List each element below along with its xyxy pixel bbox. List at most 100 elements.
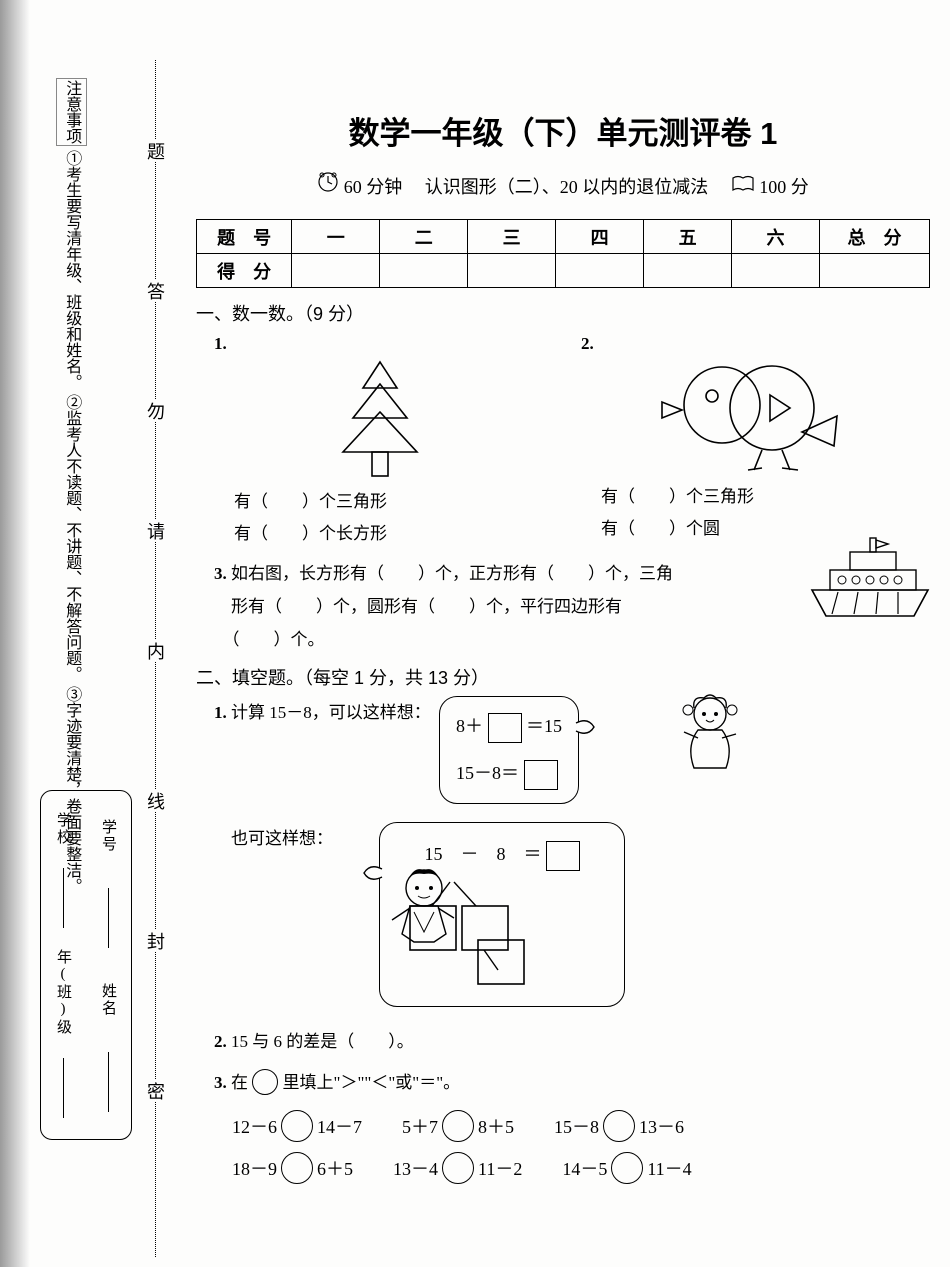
subtitle: 60 分钟 认识图形（二）、20 以内的退位减法 100 分 bbox=[196, 171, 930, 199]
section2-head: 二、填空题。（每空 1 分，共 13 分） bbox=[196, 664, 930, 690]
cmp-item: 15－8 13－6 bbox=[554, 1110, 684, 1142]
notice-item-2: ②监考人不读题、不讲题、不解答问题。 bbox=[63, 394, 80, 682]
answer-box[interactable] bbox=[488, 713, 522, 743]
seal-word: 封 bbox=[142, 930, 168, 952]
q2-num: 2. bbox=[581, 334, 930, 354]
cmp-item: 12－6 14－7 bbox=[232, 1110, 362, 1142]
expr: 6＋5 bbox=[317, 1155, 353, 1181]
time-text: 60 分钟 bbox=[344, 177, 403, 197]
bubble2-eq: 15 － 8 ＝ bbox=[402, 837, 602, 872]
blank-line bbox=[63, 868, 64, 928]
score-cell[interactable] bbox=[380, 254, 468, 288]
answer-circle[interactable] bbox=[442, 1152, 474, 1184]
seal-word: 密 bbox=[142, 1080, 168, 1102]
expr: 14－5 bbox=[562, 1155, 607, 1181]
table-row: 得 分 bbox=[197, 254, 930, 288]
s2-q1: 1. 计算 15－8，可以这样想： 8＋ ＝15 15－8＝ bbox=[214, 696, 930, 804]
thought-bubble-1: 8＋ ＝15 15－8＝ bbox=[439, 696, 579, 804]
answer-circle[interactable] bbox=[281, 1152, 313, 1184]
cmp-row-2: 18－9 6＋5 13－411－2 14－5 11－4 bbox=[232, 1152, 930, 1184]
q3-t2: 形有（ ）个，圆形有（ ）个，平行四边形有 bbox=[231, 597, 622, 616]
student-info-box: 学校 年(班)级 学号 姓名 bbox=[40, 790, 132, 1140]
cmp-row-1: 12－6 14－7 5＋7 8＋5 15－8 13－6 bbox=[232, 1110, 930, 1142]
expr: 15－8 bbox=[554, 1113, 599, 1139]
score-cell[interactable] bbox=[556, 254, 644, 288]
answer-circle[interactable] bbox=[603, 1110, 635, 1142]
q1-num: 1. bbox=[214, 334, 563, 354]
expr: 12－6 bbox=[232, 1113, 277, 1139]
eq-text: ＝15 bbox=[526, 716, 562, 736]
score-table: 题 号 一 二 三 四 五 六 总 分 得 分 bbox=[196, 219, 930, 288]
cmp-item: 18－9 6＋5 bbox=[232, 1152, 353, 1184]
notice-item-1: ①考生要写清年级、班级和姓名。 bbox=[63, 150, 80, 390]
bubble1-line2: 15－8＝ bbox=[456, 756, 562, 791]
blank-line bbox=[108, 1052, 109, 1112]
notice-label: 注意事项 bbox=[56, 78, 87, 146]
expr: 11－2 bbox=[478, 1155, 522, 1181]
q3-num: 3. bbox=[214, 564, 227, 583]
clock-icon bbox=[317, 177, 344, 197]
q1-l1: 有（ ）个三角形 bbox=[234, 486, 563, 518]
s2q3-num: 3. bbox=[214, 1073, 227, 1092]
s2-q2: 2. 15 与 6 的差是（ ）。 bbox=[214, 1025, 930, 1058]
student-label-school: 学校 bbox=[53, 812, 74, 846]
bubble1-line1: 8＋ ＝15 bbox=[456, 709, 562, 744]
seal-word: 请 bbox=[142, 520, 168, 542]
tree-figure bbox=[196, 360, 563, 480]
expr: 5＋7 bbox=[402, 1113, 438, 1139]
s2q3-pre: 在 bbox=[231, 1073, 248, 1092]
score-cell[interactable] bbox=[468, 254, 556, 288]
scan-edge bbox=[0, 0, 30, 1267]
student-label-class: 年(班)级 bbox=[53, 949, 74, 1036]
answer-circle[interactable] bbox=[442, 1110, 474, 1142]
section1-head: 一、数一数。（9 分） bbox=[196, 300, 930, 326]
cmp-item: 5＋7 8＋5 bbox=[402, 1110, 514, 1142]
seal-word: 题 bbox=[142, 140, 168, 162]
thought-bubble-2: 15 － 8 ＝ bbox=[379, 822, 625, 1007]
seal-word: 线 bbox=[142, 790, 168, 812]
book-icon bbox=[731, 177, 760, 197]
s2q2-num: 2. bbox=[214, 1032, 227, 1051]
score-cell[interactable] bbox=[644, 254, 732, 288]
th: 三 bbox=[468, 220, 556, 254]
expr: 13－6 bbox=[639, 1113, 684, 1139]
expr: 8＋5 bbox=[478, 1113, 514, 1139]
answer-circle[interactable] bbox=[611, 1152, 643, 1184]
circle-icon bbox=[252, 1069, 278, 1095]
table-row: 题 号 一 二 三 四 五 六 总 分 bbox=[197, 220, 930, 254]
th: 一 bbox=[292, 220, 380, 254]
th: 题 号 bbox=[197, 220, 292, 254]
answer-box[interactable] bbox=[524, 760, 558, 790]
s2q1-intro: 计算 15－8，可以这样想： bbox=[231, 703, 431, 722]
expr: 14－7 bbox=[317, 1113, 362, 1139]
s2q2-text: 15 与 6 的差是（ ）。 bbox=[231, 1032, 414, 1051]
expr: 11－4 bbox=[647, 1155, 691, 1181]
score-text: 100 分 bbox=[759, 177, 809, 197]
answer-circle[interactable] bbox=[281, 1110, 313, 1142]
q3-t1: 如右图，长方形有（ ）个，正方形有（ ）个，三角 bbox=[231, 564, 673, 583]
main-content: 数学一年级（下）单元测评卷 1 60 分钟 认识图形（二）、20 以内的退位减法… bbox=[196, 100, 930, 1257]
score-cell[interactable] bbox=[820, 254, 930, 288]
s2-q3: 3. 在 里填上"＞""＜"或"＝"。 bbox=[214, 1066, 930, 1099]
ship-figure bbox=[810, 536, 930, 646]
q3-t3: （ ）个。 bbox=[231, 630, 325, 649]
th: 五 bbox=[644, 220, 732, 254]
score-cell[interactable] bbox=[732, 254, 820, 288]
cmp-item: 13－411－2 bbox=[393, 1152, 522, 1184]
eq-text: 15－8＝ bbox=[456, 763, 519, 783]
seal-word: 答 bbox=[142, 280, 168, 302]
score-cell[interactable] bbox=[292, 254, 380, 288]
student-label-id: 学号 bbox=[98, 819, 119, 853]
th: 总 分 bbox=[820, 220, 930, 254]
student-label-name: 姓名 bbox=[98, 983, 119, 1017]
seal-word: 内 bbox=[142, 640, 168, 662]
girl-icon bbox=[674, 690, 746, 782]
expr: 18－9 bbox=[232, 1155, 277, 1181]
th: 得 分 bbox=[197, 254, 292, 288]
s2q1-num: 1. bbox=[214, 703, 227, 722]
bird-figure bbox=[563, 360, 930, 475]
s2q3-post: 里填上"＞""＜"或"＝"。 bbox=[283, 1073, 461, 1092]
blank-line bbox=[108, 888, 109, 948]
page-title: 数学一年级（下）单元测评卷 1 bbox=[196, 108, 930, 153]
answer-box[interactable] bbox=[546, 841, 580, 871]
